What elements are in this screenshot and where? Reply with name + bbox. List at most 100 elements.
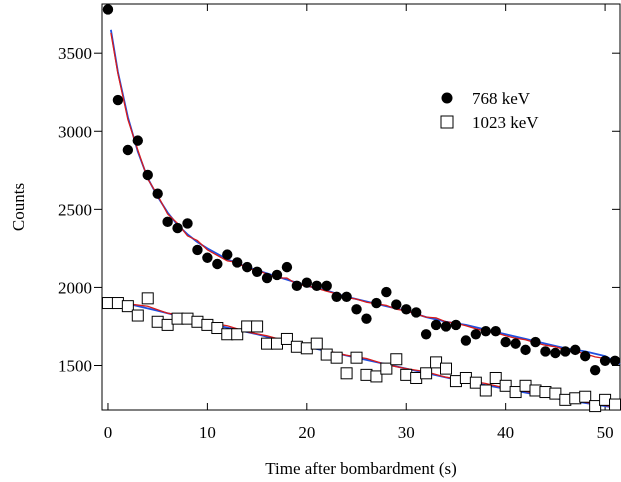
data-point-768-kev <box>351 304 362 315</box>
data-point-1023-kev <box>181 312 194 325</box>
y-axis-title: Counts <box>9 183 28 231</box>
data-point-1023-kev <box>400 368 413 381</box>
data-point-1023-kev <box>300 342 313 355</box>
data-point-768-kev <box>341 291 352 302</box>
data-point-1023-kev <box>410 371 423 384</box>
data-point-1023-kev <box>360 368 373 381</box>
data-point-1023-kev <box>539 386 552 399</box>
plot-area <box>101 3 621 411</box>
data-point-1023-kev <box>310 337 323 350</box>
data-point-768-kev <box>212 258 223 270</box>
y-tick-label: 1500 <box>58 356 92 375</box>
legend-marker-1023-kev <box>440 115 454 129</box>
data-point-1023-kev <box>330 351 343 364</box>
y-tick-label: 3000 <box>58 122 92 141</box>
data-point-768-kev <box>560 346 571 357</box>
legend-marker-768-kev <box>441 92 453 104</box>
data-point-1023-kev <box>161 318 174 331</box>
data-point-768-kev <box>401 304 412 315</box>
data-point-1023-kev <box>499 379 512 392</box>
data-point-1023-kev <box>231 328 244 341</box>
data-point-768-kev <box>162 216 173 228</box>
x-axis-title: Time after bombardment (s) <box>265 459 457 478</box>
data-point-1023-kev <box>101 297 114 310</box>
data-point-768-kev <box>152 188 163 199</box>
data-point-768-kev <box>251 266 263 278</box>
data-point-1023-kev <box>251 320 264 333</box>
data-point-1023-kev <box>320 348 333 361</box>
data-point-768-kev <box>182 218 193 229</box>
data-point-1023-kev <box>579 390 592 403</box>
data-point-1023-kev <box>569 392 582 405</box>
data-point-768-kev <box>311 280 322 292</box>
data-point-1023-kev <box>609 398 621 411</box>
data-point-1023-kev <box>549 387 562 400</box>
data-point-768-kev <box>540 346 551 357</box>
data-point-1023-kev <box>261 337 274 350</box>
data-point-1023-kev <box>171 312 184 325</box>
data-point-768-kev <box>232 257 243 268</box>
data-point-768-kev <box>589 364 601 376</box>
x-tick-label: 40 <box>497 423 514 442</box>
data-point-768-kev <box>410 307 422 318</box>
data-point-1023-kev <box>111 297 124 310</box>
data-point-768-kev <box>420 329 432 340</box>
data-point-1023-kev <box>469 376 482 389</box>
data-point-768-kev <box>430 319 442 331</box>
data-point-1023-kev <box>519 379 532 392</box>
data-point-768-kev <box>490 325 501 337</box>
data-point-1023-kev <box>280 332 293 345</box>
data-point-1023-kev <box>449 375 462 388</box>
data-point-768-kev <box>500 336 511 348</box>
data-point-1023-kev <box>420 367 433 380</box>
data-point-1023-kev <box>380 362 393 375</box>
data-point-1023-kev <box>559 393 572 406</box>
x-tick-label: 10 <box>199 423 216 442</box>
data-point-768-kev <box>192 244 203 256</box>
data-point-768-kev <box>291 280 303 292</box>
legend-label-768-kev: 768 keV <box>472 89 531 108</box>
data-point-768-kev <box>580 350 591 362</box>
data-point-768-kev <box>361 313 372 324</box>
legend: 768 keV 1023 keV <box>440 89 539 132</box>
data-point-1023-kev <box>241 320 254 333</box>
data-point-768-kev <box>570 344 581 356</box>
data-point-768-kev <box>510 338 521 349</box>
data-point-1023-kev <box>599 393 612 406</box>
data-point-1023-kev <box>430 356 443 369</box>
y-tick-label: 2000 <box>58 278 92 297</box>
plot-frame <box>101 3 621 411</box>
data-point-768-kev <box>450 319 462 331</box>
data-point-768-kev <box>281 261 293 273</box>
data-point-1023-kev <box>390 353 403 366</box>
data-point-768-kev <box>440 321 452 332</box>
data-point-768-kev <box>480 325 491 337</box>
data-point-768-kev <box>609 355 621 367</box>
data-point-768-kev <box>222 249 233 260</box>
x-tick-label: 30 <box>398 423 415 442</box>
y-tick-label: 2500 <box>58 200 92 219</box>
data-point-1023-kev <box>529 384 542 397</box>
data-point-768-kev <box>301 277 313 288</box>
data-point-768-kev <box>202 252 213 263</box>
data-point-1023-kev <box>290 340 303 353</box>
data-point-768-kev <box>331 291 342 302</box>
data-point-1023-kev <box>459 371 472 384</box>
data-point-768-kev <box>599 355 611 367</box>
x-tick-label: 50 <box>597 423 614 442</box>
data-point-768-kev <box>550 347 561 359</box>
data-point-1023-kev <box>141 292 154 305</box>
data-point-768-kev <box>132 135 143 146</box>
data-point-768-kev <box>391 299 402 310</box>
data-point-1023-kev <box>191 315 204 328</box>
data-point-768-kev <box>261 272 273 284</box>
data-point-768-kev <box>381 286 392 298</box>
data-point-1023-kev <box>350 351 363 364</box>
x-tick-label: 20 <box>298 423 315 442</box>
data-point-768-kev <box>142 169 153 181</box>
data-point-1023-kev <box>340 367 353 380</box>
data-point-768-kev <box>122 144 134 156</box>
data-point-1023-kev <box>121 300 134 313</box>
data-point-768-kev <box>520 344 531 356</box>
